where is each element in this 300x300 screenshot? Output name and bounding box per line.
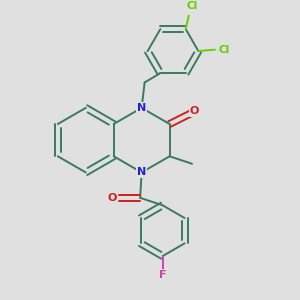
Text: Cl: Cl [186,1,197,11]
Text: N: N [137,167,146,177]
Text: O: O [189,106,199,116]
Text: O: O [108,193,117,203]
Text: F: F [159,270,166,280]
Text: N: N [137,103,146,113]
Text: Cl: Cl [218,45,230,55]
